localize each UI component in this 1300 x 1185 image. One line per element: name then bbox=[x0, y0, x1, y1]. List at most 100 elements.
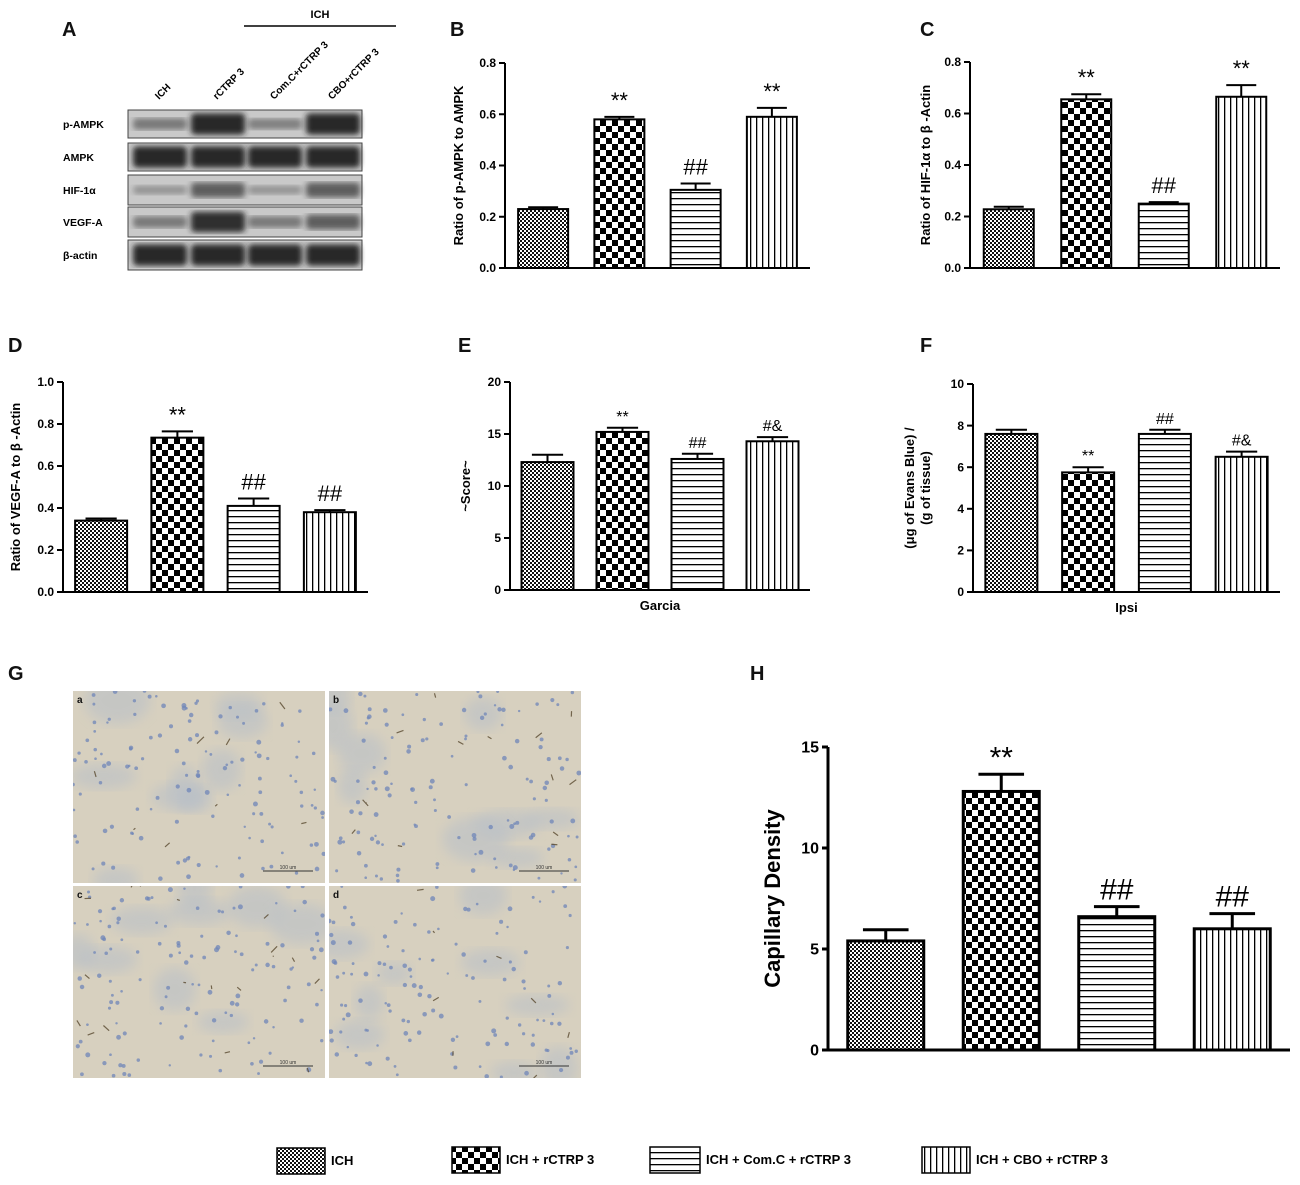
nucleus bbox=[549, 819, 554, 824]
nucleus bbox=[430, 896, 436, 902]
nucleus bbox=[547, 847, 551, 851]
blot-band bbox=[248, 216, 302, 228]
nucleus bbox=[330, 940, 336, 946]
nucleus bbox=[409, 975, 413, 978]
nucleus bbox=[415, 692, 419, 697]
y-tick-label: 0 bbox=[810, 1043, 819, 1060]
nucleus bbox=[342, 1017, 346, 1021]
nucleus bbox=[270, 825, 274, 829]
blot-band bbox=[191, 211, 245, 233]
nucleus bbox=[523, 950, 528, 955]
tissue-bundle bbox=[84, 691, 151, 725]
nucleus bbox=[565, 946, 569, 950]
blot-lane-label: ICH bbox=[153, 82, 173, 102]
y-tick-label: 0.2 bbox=[944, 210, 961, 224]
nucleus bbox=[98, 781, 103, 785]
nucleus bbox=[366, 787, 369, 791]
nucleus bbox=[252, 812, 256, 816]
nucleus bbox=[475, 902, 479, 906]
nucleus bbox=[506, 925, 509, 929]
nucleus bbox=[493, 1033, 498, 1037]
nucleus bbox=[422, 717, 426, 722]
capillary bbox=[236, 986, 242, 991]
y-tick-label: 10 bbox=[951, 377, 965, 391]
nucleus bbox=[135, 950, 140, 954]
nucleus bbox=[531, 1033, 535, 1037]
nucleus bbox=[314, 931, 320, 936]
nucleus bbox=[102, 937, 107, 942]
nucleus bbox=[297, 740, 301, 744]
nucleus bbox=[514, 738, 520, 744]
nucleus bbox=[176, 943, 181, 948]
nucleus bbox=[157, 733, 163, 738]
nucleus bbox=[386, 1003, 391, 1007]
nucleus bbox=[159, 1022, 162, 1025]
bar-charts: 0.0 0.2 0.4 0.6 0.8 ** ## ** Ratio of p-AMPK to … bbox=[8, 55, 1290, 1060]
nucleus bbox=[239, 873, 245, 878]
nucleus bbox=[373, 812, 379, 817]
nucleus bbox=[464, 783, 468, 787]
nucleus bbox=[265, 941, 270, 946]
micrograph: a 100 um bbox=[73, 691, 325, 883]
nucleus bbox=[386, 945, 390, 948]
nucleus bbox=[149, 807, 153, 811]
nucleus bbox=[342, 905, 347, 910]
nucleus bbox=[478, 1065, 482, 1068]
nucleus bbox=[549, 1021, 554, 1026]
nucleus bbox=[311, 751, 316, 756]
tissue-bundle bbox=[334, 1019, 385, 1050]
nucleus bbox=[372, 765, 376, 769]
nucleus bbox=[574, 865, 578, 869]
nucleus bbox=[433, 798, 436, 802]
nucleus bbox=[211, 1018, 217, 1023]
nucleus bbox=[77, 976, 83, 981]
blot-band bbox=[248, 118, 302, 130]
significance-label: ** bbox=[616, 409, 628, 426]
capillary bbox=[224, 1051, 231, 1054]
y-axis-title: (μg of Evans Blue) / bbox=[902, 427, 917, 549]
nucleus bbox=[488, 824, 493, 830]
nucleus bbox=[237, 904, 243, 910]
nucleus bbox=[295, 755, 299, 759]
legend-swatch bbox=[276, 1147, 326, 1175]
nucleus bbox=[418, 957, 421, 961]
nucleus bbox=[320, 810, 325, 816]
panel-labels: A B C D E F G H bbox=[8, 19, 934, 685]
y-tick-label: 8 bbox=[957, 419, 964, 433]
micrograph-background bbox=[329, 886, 581, 1078]
nucleus bbox=[73, 758, 77, 763]
nucleus bbox=[414, 800, 418, 804]
blot-band bbox=[306, 244, 360, 266]
nucleus bbox=[500, 723, 504, 727]
significance-label: ## bbox=[318, 481, 343, 506]
nucleus bbox=[187, 855, 191, 859]
nucleus bbox=[335, 975, 340, 979]
nucleus bbox=[364, 721, 368, 725]
nucleus bbox=[187, 737, 193, 742]
nucleus bbox=[87, 890, 91, 894]
nucleus bbox=[112, 906, 116, 911]
nucleus bbox=[536, 1018, 539, 1022]
nucleus bbox=[461, 952, 466, 957]
y-tick-label: 0.8 bbox=[479, 56, 496, 70]
nucleus bbox=[483, 712, 487, 716]
legend: ICH ICH + rCTRP 3 ICH + Com.C + rCTRP 3 ICH… bbox=[276, 1146, 1108, 1175]
nucleus bbox=[535, 702, 539, 706]
nucleus bbox=[339, 1030, 343, 1034]
nucleus bbox=[93, 951, 96, 954]
nucleus bbox=[537, 876, 541, 880]
nucleus bbox=[495, 931, 499, 935]
panel-label-g: G bbox=[8, 663, 24, 685]
nucleus bbox=[202, 955, 207, 960]
panel-label-b: B bbox=[450, 19, 464, 41]
blot-row-label: β-actin bbox=[63, 250, 97, 262]
nucleus bbox=[138, 835, 144, 841]
nucleus bbox=[226, 793, 230, 797]
micrograph: b 100 um bbox=[329, 691, 581, 883]
y-tick-label: 4 bbox=[957, 502, 964, 516]
capillary bbox=[432, 996, 440, 1002]
blot-band bbox=[191, 146, 245, 168]
tissue-bundle bbox=[540, 1046, 578, 1078]
nucleus bbox=[238, 784, 241, 787]
nucleus bbox=[466, 907, 471, 912]
